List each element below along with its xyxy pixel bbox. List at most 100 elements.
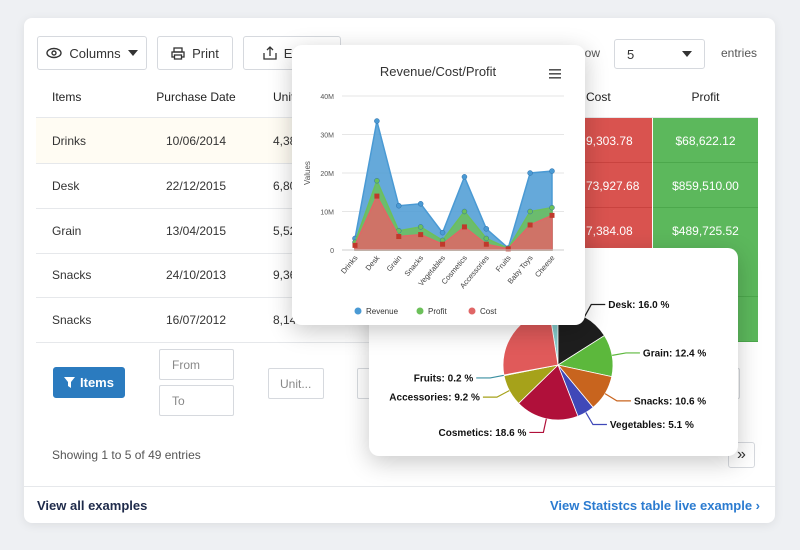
- column-header: Purchase Date: [156, 90, 236, 104]
- marker: [374, 118, 380, 124]
- pie-slice: [518, 364, 579, 421]
- y-tick-label: 20M: [320, 171, 334, 178]
- slice-label: Accessories: 9.2 %: [389, 393, 480, 404]
- profit-cell-bg: [653, 118, 758, 163]
- leader-line: [612, 352, 640, 356]
- eye-icon: [46, 47, 63, 59]
- table-cell: Desk: [52, 179, 80, 193]
- table-cell: 24/10/2013: [165, 268, 227, 282]
- leader-line: [482, 390, 510, 398]
- column-header: Items: [52, 90, 82, 104]
- legend-label: Profit: [428, 307, 447, 316]
- table-cell: 9,303.78: [586, 134, 633, 148]
- columns-label: Columns: [69, 45, 121, 61]
- marker: [352, 242, 358, 248]
- x-tick-label: Drinks: [339, 253, 360, 275]
- marker: [417, 224, 424, 230]
- table-cell: $68,622.12: [675, 134, 736, 148]
- column-header: Profit: [691, 90, 720, 104]
- marker: [527, 222, 533, 228]
- legend-label: Cost: [480, 307, 497, 316]
- chart-title: Revenue/Cost/Profit: [380, 64, 497, 79]
- y-tick-label: 0: [330, 248, 334, 255]
- filter-icon: [64, 377, 76, 388]
- print-button[interactable]: Print: [157, 36, 233, 70]
- table-cell: 22/12/2015: [165, 179, 227, 193]
- marker: [418, 232, 424, 238]
- x-tick-label: Fruits: [494, 253, 513, 273]
- row-line: [36, 342, 565, 343]
- area-card: Revenue/Cost/Profit Values 0 10M 20M 30M 40M…: [292, 45, 585, 325]
- live-example-link[interactable]: View Statistcs table live example ›: [549, 498, 760, 513]
- table-cell: 10/06/2014: [165, 134, 227, 148]
- legend-swatch: [468, 307, 476, 315]
- y-tick-label: 30M: [320, 133, 334, 140]
- table-cell: $859,510.00: [672, 179, 739, 193]
- x-tick-label: Desk: [364, 253, 382, 272]
- marker: [417, 201, 424, 207]
- legend-swatch: [416, 307, 424, 315]
- marker: [483, 241, 489, 247]
- to-input[interactable]: To: [159, 385, 234, 416]
- marker: [461, 174, 468, 180]
- export-icon: [263, 46, 277, 60]
- legend-label: Revenue: [366, 307, 399, 316]
- table-cell: Snacks: [52, 313, 92, 327]
- marker: [549, 204, 555, 211]
- leader-line: [604, 393, 631, 402]
- marker: [483, 226, 490, 232]
- table-cell: Snacks: [52, 268, 92, 282]
- marker: [374, 177, 380, 184]
- column-header: Cost: [586, 90, 611, 104]
- marker: [483, 235, 490, 242]
- marker: [461, 208, 468, 215]
- print-icon: [171, 46, 185, 60]
- column-header: Unit: [273, 90, 295, 104]
- table-cell: $489,725.52: [672, 224, 739, 238]
- items-filter-label: Items: [80, 375, 114, 390]
- last-page-button[interactable]: »: [728, 442, 755, 468]
- leader-line: [583, 303, 606, 318]
- table-cell: 73,927.68: [586, 179, 640, 193]
- marker: [439, 229, 446, 236]
- slice-label: Grain: 12.4 %: [643, 348, 706, 359]
- slice-label: Snacks: 10.6 %: [634, 396, 706, 407]
- page-size-value: 5: [627, 46, 635, 62]
- table-cell: Grain: [52, 224, 82, 238]
- marker: [374, 193, 380, 199]
- slice-label: Cosmetics: 18.6 %: [439, 428, 527, 439]
- profit-cell-bg: [653, 208, 758, 253]
- from-input[interactable]: From: [159, 349, 234, 380]
- marker: [440, 241, 446, 247]
- entries-label: entries: [721, 46, 758, 60]
- slice-label: Vegetables: 5.1 %: [610, 420, 694, 431]
- table-cell: Drinks: [52, 134, 87, 148]
- divider: [24, 486, 775, 487]
- marker: [396, 234, 402, 240]
- table-cell: 4,38: [273, 134, 297, 148]
- page-size-select[interactable]: 5: [614, 39, 705, 69]
- leader-line: [529, 418, 547, 434]
- marker: [461, 224, 467, 230]
- x-tick-label: Grain: [385, 254, 404, 274]
- items-filter-button[interactable]: Items: [53, 367, 125, 398]
- slice-label: Desk: 16.0 %: [608, 300, 669, 311]
- y-tick-label: 40M: [320, 94, 334, 101]
- marker: [527, 208, 533, 215]
- x-tick-label: Cheese: [533, 254, 557, 280]
- table-cell: 6,80: [273, 179, 297, 193]
- area-chart: Revenue/Cost/Profit Values 0 10M 20M 30M 40M…: [303, 64, 564, 316]
- columns-button[interactable]: Columns: [37, 36, 147, 70]
- table-cell: 9,36: [273, 268, 297, 282]
- unit-input[interactable]: Unit...: [268, 368, 324, 399]
- view-all-link[interactable]: View all examples: [37, 498, 148, 513]
- marker: [396, 202, 402, 209]
- legend-swatch: [354, 307, 362, 315]
- table-cell: 7,384.08: [586, 224, 633, 238]
- profit-cell-bg: [653, 163, 758, 208]
- table-cell: 16/07/2012: [165, 313, 227, 327]
- y-axis-label: Values: [303, 161, 312, 185]
- menu-icon[interactable]: [549, 69, 561, 79]
